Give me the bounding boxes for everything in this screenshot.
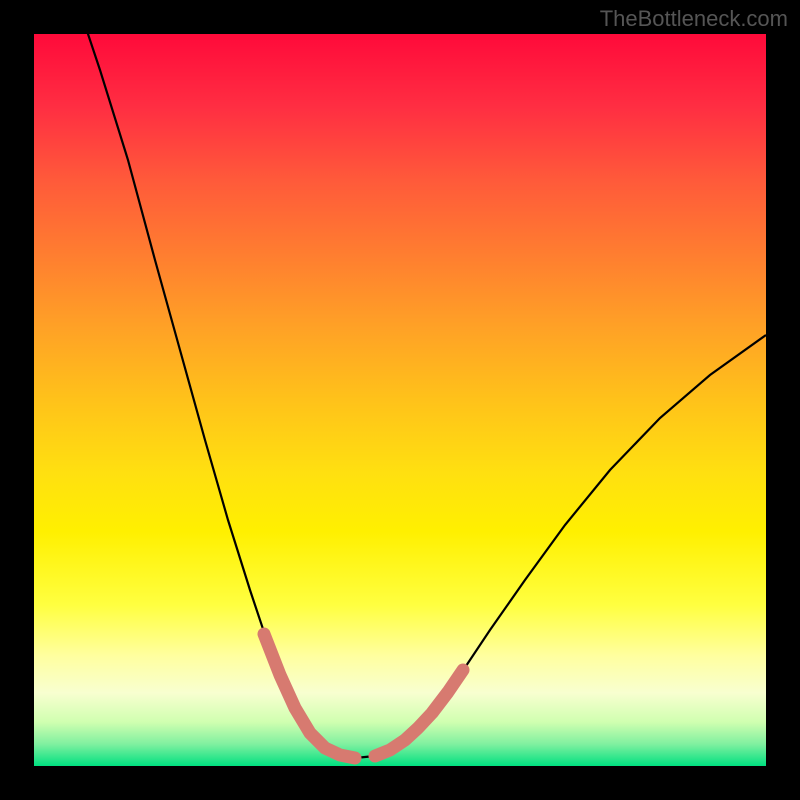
bottleneck-chart: TheBottleneck.com	[0, 0, 800, 800]
watermark-text: TheBottleneck.com	[600, 6, 788, 32]
chart-svg	[0, 0, 800, 800]
chart-plot-area	[34, 34, 766, 766]
